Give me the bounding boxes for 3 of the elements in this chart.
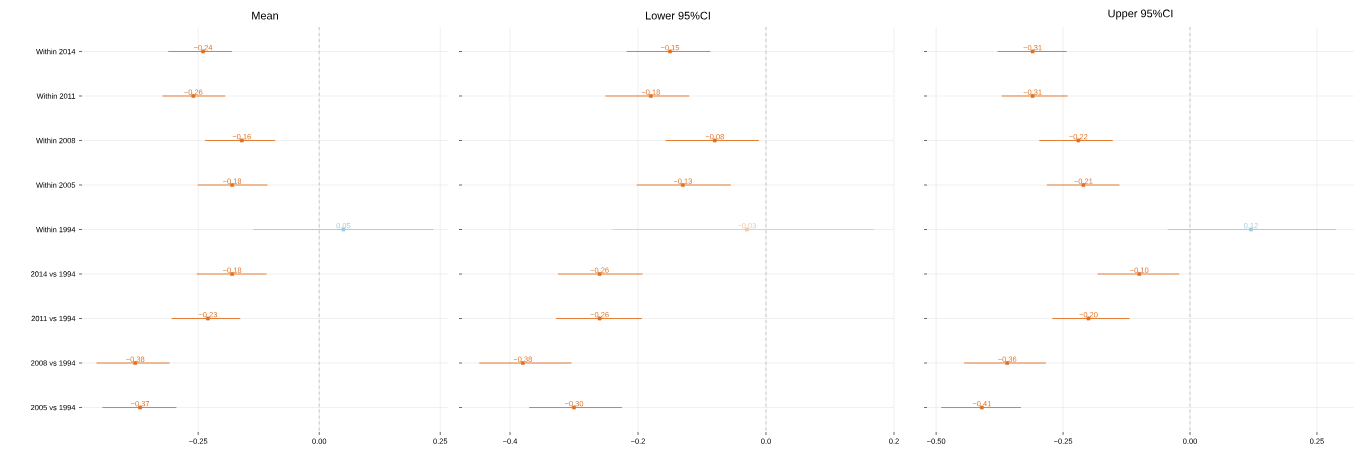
chart-title: Upper 95%CI	[1108, 9, 1173, 20]
chart-title: Mean	[252, 11, 278, 20]
chart-title: Lower 95%CI	[646, 11, 710, 20]
